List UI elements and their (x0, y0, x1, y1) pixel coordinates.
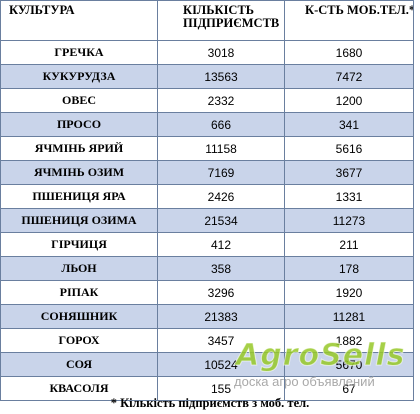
table-row: СОЯ 10524 5670 (0, 352, 414, 377)
table-row: ПШЕНИЦЯ ОЗИМА 21534 11273 (0, 208, 414, 233)
crop-cell: ПШЕНИЦЯ ОЗИМА (0, 208, 158, 233)
crop-table: КУЛЬТУРА КІЛЬКІСТЬ ПІДПРИЄМСТВ К-СТЬ МОБ… (0, 0, 414, 401)
table-row: ГІРЧИЦЯ 412 211 (0, 232, 414, 257)
mobile-cell: 178 (284, 256, 414, 281)
crop-cell: ПРОСО (0, 112, 158, 137)
enterprises-cell: 2426 (157, 184, 285, 209)
mobile-cell: 5616 (284, 136, 414, 161)
enterprises-cell: 3018 (157, 40, 285, 65)
mobile-cell: 1680 (284, 40, 414, 65)
table-row: ЯЧМІНЬ ЯРИЙ 11158 5616 (0, 136, 414, 161)
table-row: ГРЕЧКА 3018 1680 (0, 40, 414, 65)
crop-cell: ГОРОХ (0, 328, 158, 353)
crop-cell: РІПАК (0, 280, 158, 305)
table-row: КУКУРУДЗА 13563 7472 (0, 64, 414, 89)
crop-cell: ОВЕС (0, 88, 158, 113)
enterprises-cell: 412 (157, 232, 285, 257)
crop-cell: ГІРЧИЦЯ (0, 232, 158, 257)
mobile-cell: 5670 (284, 352, 414, 377)
enterprises-cell: 7169 (157, 160, 285, 185)
header-crop: КУЛЬТУРА (0, 0, 158, 41)
enterprises-cell: 3457 (157, 328, 285, 353)
footnote: * Кількість підприємств з моб. тел. (110, 396, 310, 410)
table-row: РІПАК 3296 1920 (0, 280, 414, 305)
crop-cell: СОНЯШНИК (0, 304, 158, 329)
header-enterprises-text: КІЛЬКІСТЬ ПІДПРИЄМСТВ (183, 3, 280, 30)
mobile-cell: 211 (284, 232, 414, 257)
table-body: ГРЕЧКА 3018 1680 КУКУРУДЗА 13563 7472 ОВЕС 2332… (0, 40, 414, 401)
enterprises-cell: 3296 (157, 280, 285, 305)
table-row: ПРОСО 666 341 (0, 112, 414, 137)
mobile-cell: 1882 (284, 328, 414, 353)
enterprises-cell: 11158 (157, 136, 285, 161)
enterprises-cell: 358 (157, 256, 285, 281)
header-mobile: К-СТЬ МОБ.ТЕЛ.* (284, 0, 414, 41)
mobile-cell: 3677 (284, 160, 414, 185)
mobile-cell: 67 (284, 376, 414, 401)
table-row: КВАСОЛЯ 155 67 (0, 376, 414, 401)
crop-cell: КВАСОЛЯ (0, 376, 158, 401)
table-row: ОВЕС 2332 1200 (0, 88, 414, 113)
table-header-row: КУЛЬТУРА КІЛЬКІСТЬ ПІДПРИЄМСТВ К-СТЬ МОБ… (0, 0, 414, 41)
crop-cell: ПШЕНИЦЯ ЯРА (0, 184, 158, 209)
mobile-cell: 1200 (284, 88, 414, 113)
table-row: ГОРОХ 3457 1882 (0, 328, 414, 353)
table-row: СОНЯШНИК 21383 11281 (0, 304, 414, 329)
crop-cell: ЯЧМІНЬ ОЗИМ (0, 160, 158, 185)
header-enterprises: КІЛЬКІСТЬ ПІДПРИЄМСТВ (157, 0, 285, 41)
enterprises-cell: 21534 (157, 208, 285, 233)
table-row: ЯЧМІНЬ ОЗИМ 7169 3677 (0, 160, 414, 185)
table-row: ЛЬОН 358 178 (0, 256, 414, 281)
mobile-cell: 11273 (284, 208, 414, 233)
mobile-cell: 11281 (284, 304, 414, 329)
enterprises-cell: 666 (157, 112, 285, 137)
table-row: ПШЕНИЦЯ ЯРА 2426 1331 (0, 184, 414, 209)
enterprises-cell: 13563 (157, 64, 285, 89)
mobile-cell: 1331 (284, 184, 414, 209)
enterprises-cell: 2332 (157, 88, 285, 113)
crop-cell: ГРЕЧКА (0, 40, 158, 65)
mobile-cell: 7472 (284, 64, 414, 89)
enterprises-cell: 10524 (157, 352, 285, 377)
crop-cell: ЛЬОН (0, 256, 158, 281)
crop-cell: ЯЧМІНЬ ЯРИЙ (0, 136, 158, 161)
crop-cell: КУКУРУДЗА (0, 64, 158, 89)
crop-cell: СОЯ (0, 352, 158, 377)
enterprises-cell: 21383 (157, 304, 285, 329)
mobile-cell: 1920 (284, 280, 414, 305)
mobile-cell: 341 (284, 112, 414, 137)
